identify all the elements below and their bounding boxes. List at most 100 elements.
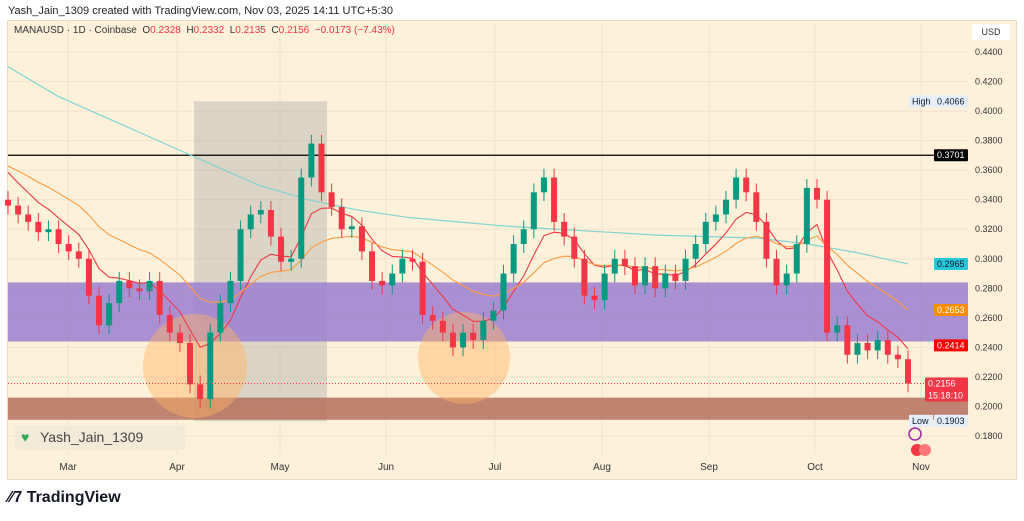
x-tick-label: Nov xyxy=(912,462,930,473)
candle-body xyxy=(722,199,729,215)
candle-body xyxy=(682,258,689,281)
candle-body xyxy=(318,143,325,193)
candle-body xyxy=(480,320,487,341)
candle-body xyxy=(449,332,456,348)
x-tick-label: Oct xyxy=(807,462,823,473)
price-tag: 0.2414 xyxy=(937,340,965,350)
watermark-text: Yash_Jain_1309 xyxy=(40,429,144,445)
candle-body xyxy=(146,280,153,292)
candle-body xyxy=(379,280,386,286)
y-tick-label: 0.1800 xyxy=(975,431,1003,441)
candle-body xyxy=(702,221,709,245)
candle-body xyxy=(460,332,467,348)
candle-body xyxy=(217,303,224,333)
candle-body xyxy=(500,273,507,311)
candle-body xyxy=(126,280,133,289)
candle-body xyxy=(621,258,628,267)
candle-body xyxy=(642,266,649,286)
price-tag-bg xyxy=(934,304,968,317)
candle-body xyxy=(783,273,790,286)
candle-body xyxy=(338,207,345,230)
tag-prefix: High xyxy=(912,96,931,106)
price-tag: 0.4066 xyxy=(937,96,965,106)
c-label: C xyxy=(271,25,279,36)
currency-button[interactable]: USD xyxy=(972,24,1010,40)
y-tick-label: 0.2400 xyxy=(975,342,1003,352)
y-tick-label: 0.3200 xyxy=(975,224,1003,234)
candle-body xyxy=(5,199,11,206)
candle-body xyxy=(328,192,335,208)
candle-body xyxy=(672,273,679,281)
y-tick-label: 0.3800 xyxy=(975,136,1003,146)
price-tag-bg xyxy=(925,377,968,402)
candle-body xyxy=(884,340,891,355)
candle-body xyxy=(15,205,22,215)
price-tag-bg xyxy=(934,257,968,270)
candle-body xyxy=(439,320,446,333)
y-tick-label: 0.2200 xyxy=(975,372,1003,382)
candle-body xyxy=(156,280,163,315)
candle-body xyxy=(743,177,750,193)
candle-body xyxy=(520,229,527,245)
price-tag: 0.3701 xyxy=(937,150,965,160)
candle-body xyxy=(85,258,92,296)
price-tag: 0.2156 xyxy=(928,378,956,388)
price-tag-bg xyxy=(934,95,968,108)
candle-body xyxy=(419,261,426,315)
candle-body xyxy=(470,332,477,341)
x-tick-label: Jul xyxy=(488,462,502,473)
candle-body xyxy=(905,359,911,384)
candle-body xyxy=(874,340,881,351)
y-tick-label: 0.4200 xyxy=(975,77,1003,87)
long-ma-line xyxy=(7,66,909,265)
candle-body xyxy=(581,258,588,296)
y-tick-label: 0.2600 xyxy=(975,313,1003,323)
candle-body xyxy=(773,258,780,286)
zone-brown xyxy=(8,397,968,420)
candle-body xyxy=(308,143,315,178)
highlight-circle xyxy=(143,314,247,418)
x-tick-label: Sep xyxy=(700,462,718,473)
heart-icon: ♥ xyxy=(21,429,30,445)
symbol[interactable]: MANAUSD · 1D · Coinbase xyxy=(14,25,137,36)
candle-body xyxy=(490,310,497,321)
price-tag-bg xyxy=(934,149,968,162)
x-tick-label: Mar xyxy=(59,462,77,473)
candle-body xyxy=(894,354,901,360)
candle-body xyxy=(692,244,699,259)
candle-body xyxy=(227,280,234,304)
tag-prefix-bg xyxy=(909,414,933,427)
low-value: 0.2135 xyxy=(235,25,266,36)
open-value: 0.2328 xyxy=(150,25,181,36)
logo-text: TradingView xyxy=(26,489,121,506)
candle-body xyxy=(399,258,406,274)
candle-body xyxy=(106,303,113,326)
y-tick-label: 0.3400 xyxy=(975,195,1003,205)
candle-body xyxy=(611,258,618,274)
y-tick-label: 0.3000 xyxy=(975,254,1003,264)
candle-body xyxy=(429,314,436,321)
highlight-circle xyxy=(418,312,510,404)
candle-body xyxy=(864,342,871,351)
ohlc-legend: MANAUSD · 1D · Coinbase O0.2328 H0.2332 … xyxy=(14,25,395,36)
candle-body xyxy=(237,229,244,281)
candle-body xyxy=(601,273,608,301)
candle-body xyxy=(409,258,416,262)
candle-body xyxy=(75,251,82,259)
candle-body xyxy=(753,192,760,222)
candle-body xyxy=(530,192,537,230)
candle-body xyxy=(45,229,52,233)
y-tick-label: 0.4400 xyxy=(975,47,1003,57)
candle-body xyxy=(96,295,103,326)
tradingview-logo[interactable]: ⁄⁄7 TradingView xyxy=(8,489,121,507)
x-tick-label: Apr xyxy=(169,462,185,473)
candle-body xyxy=(540,177,547,193)
candle-body xyxy=(247,214,254,230)
attribution: Yash_Jain_1309 created with TradingView.… xyxy=(8,5,393,17)
candle-body xyxy=(288,258,295,262)
candle-body xyxy=(510,244,517,274)
us-flag-icon xyxy=(919,444,931,456)
o-label: O xyxy=(142,25,151,36)
candle-body xyxy=(591,295,598,301)
